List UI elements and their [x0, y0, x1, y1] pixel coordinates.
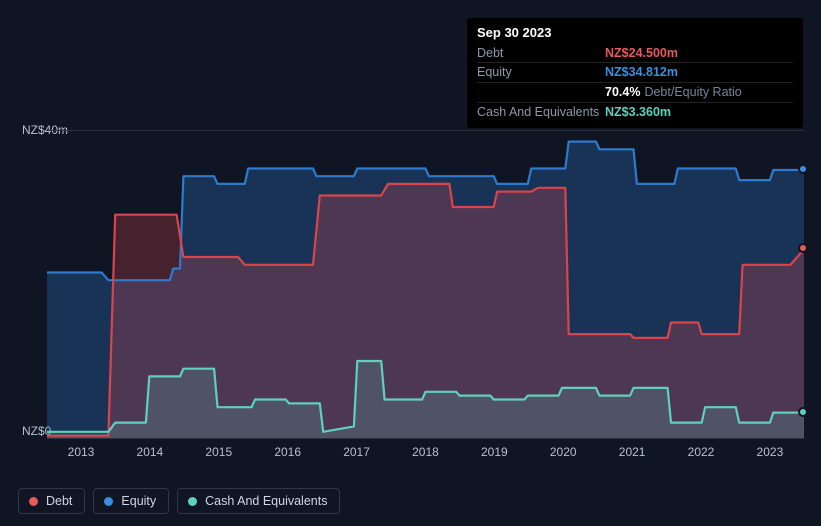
x-axis-tick-label: 2021 [598, 445, 666, 459]
plot-region [47, 120, 804, 440]
legend-label: Cash And Equivalents [205, 494, 327, 508]
tooltip-ratio: 70.4%Debt/Equity Ratio [605, 83, 793, 103]
chart-card: Sep 30 2023 Debt NZ$24.500m Equity NZ$34… [0, 0, 821, 526]
x-axis-tick-label: 2017 [323, 445, 391, 459]
series-end-dot [798, 407, 808, 417]
tooltip-row-value: NZ$24.500m [605, 44, 793, 63]
chart-area[interactable]: NZ$40m NZ$0 2013201420152016201720182019… [18, 120, 804, 468]
legend-item-debt[interactable]: Debt [18, 488, 85, 514]
plot-svg [47, 120, 804, 440]
x-axis-tick-label: 2020 [529, 445, 597, 459]
gridline [47, 438, 804, 439]
gridline [47, 130, 804, 131]
tooltip-date: Sep 30 2023 [477, 24, 793, 42]
x-axis-tick-label: 2014 [116, 445, 184, 459]
x-axis-tick-label: 2016 [254, 445, 322, 459]
tooltip-row-value: NZ$34.812m [605, 63, 793, 83]
tooltip-row-label [477, 83, 605, 103]
legend-item-equity[interactable]: Equity [93, 488, 169, 514]
legend-dot-icon [188, 497, 197, 506]
tooltip-table: Debt NZ$24.500m Equity NZ$34.812m 70.4%D… [477, 44, 793, 123]
x-axis-tick-label: 2013 [47, 445, 115, 459]
chart-tooltip: Sep 30 2023 Debt NZ$24.500m Equity NZ$34… [467, 18, 803, 128]
x-axis-tick-label: 2022 [667, 445, 735, 459]
tooltip-row-label: Debt [477, 44, 605, 63]
tooltip-row-label: Equity [477, 63, 605, 83]
x-axis-tick-label: 2019 [460, 445, 528, 459]
legend-dot-icon [29, 497, 38, 506]
x-axis-tick-label: 2023 [736, 445, 804, 459]
legend-dot-icon [104, 497, 113, 506]
legend-label: Equity [121, 494, 156, 508]
x-axis-tick-label: 2018 [391, 445, 459, 459]
legend-item-cash[interactable]: Cash And Equivalents [177, 488, 340, 514]
series-end-dot [798, 243, 808, 253]
series-end-dot [798, 164, 808, 174]
x-axis-tick-label: 2015 [185, 445, 253, 459]
legend-label: Debt [46, 494, 72, 508]
x-axis-labels: 2013201420152016201720182019202020212022… [47, 445, 804, 459]
legend: Debt Equity Cash And Equivalents [18, 488, 340, 514]
